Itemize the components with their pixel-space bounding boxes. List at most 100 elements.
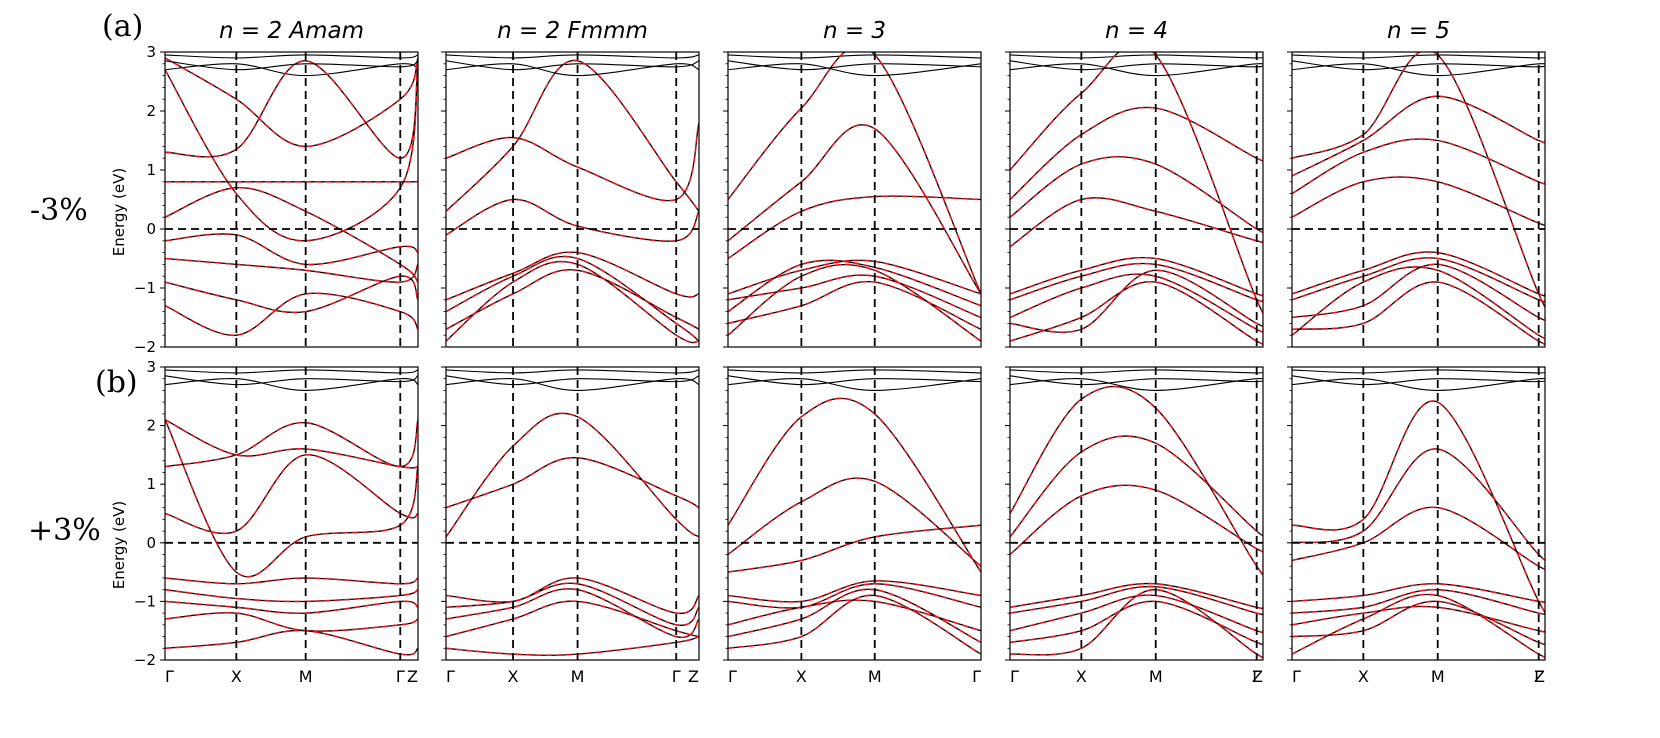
kpoint-label: Z <box>688 667 699 686</box>
y-tick-label: −2 <box>134 338 156 356</box>
ylabel-top: Energy (eV) <box>110 168 128 256</box>
wannier-band <box>1010 484 1263 556</box>
wannier-band <box>165 233 418 266</box>
wannier-band <box>728 263 981 342</box>
kpoint-label: Z <box>407 667 418 686</box>
dft-band <box>165 419 418 469</box>
wannier-band <box>1010 588 1263 659</box>
wannier-band <box>446 577 699 615</box>
wannier-band <box>1010 582 1263 610</box>
dft-band <box>165 454 418 534</box>
dft-band <box>446 60 699 212</box>
dft-band <box>728 599 981 632</box>
dft-band <box>446 635 699 656</box>
row-label-a: (a) <box>102 9 143 44</box>
y-tick-label: 0 <box>146 220 156 238</box>
wannier-band <box>1010 435 1263 538</box>
strain-label-minus: -3% <box>30 193 88 228</box>
wannier-band <box>165 418 418 469</box>
background-band <box>1010 375 1263 386</box>
panel-b-5: Γ X M ΓZ <box>1287 366 1546 686</box>
background-band <box>446 54 699 59</box>
panel-title: n = 2 Fmmm <box>497 18 648 44</box>
wannier-band <box>728 524 981 573</box>
background-band <box>165 369 418 374</box>
background-band <box>1292 63 1545 77</box>
wannier-band <box>1010 52 1263 316</box>
wannier-band <box>1010 281 1263 346</box>
panel-frame <box>445 51 700 348</box>
kpoint-label: Γ <box>1534 667 1543 686</box>
wannier-band <box>1292 582 1545 604</box>
panel-bands <box>728 367 981 660</box>
kpoint-label: Γ <box>396 667 405 686</box>
kpoint-label: X <box>231 667 242 686</box>
dft-band <box>1292 583 1545 604</box>
wannier-band <box>446 588 699 639</box>
y-tick-label: 3 <box>146 43 156 61</box>
wannier-band <box>165 600 418 615</box>
y-tick-label: 1 <box>146 475 156 493</box>
wannier-band <box>1292 52 1545 309</box>
panel-a-2: n = 2 Fmmm <box>441 18 700 348</box>
background-band <box>165 63 418 77</box>
kpoint-label: X <box>508 667 519 686</box>
panel-frame <box>727 51 982 348</box>
wannier-band <box>165 57 418 148</box>
dft-band <box>165 589 418 603</box>
wannier-band <box>728 477 981 567</box>
wannier-band <box>446 198 699 242</box>
kpoint-label: Γ <box>1252 667 1261 686</box>
wannier-band <box>446 268 699 331</box>
dft-band <box>1010 281 1263 346</box>
wannier-band <box>728 274 981 319</box>
wannier-band <box>446 122 699 202</box>
wannier-band <box>1292 176 1545 227</box>
dft-band <box>1010 385 1263 576</box>
dft-band <box>165 233 418 266</box>
panel-title: n = 5 <box>1387 18 1450 44</box>
background-band <box>1292 369 1545 374</box>
y-tick-label: 3 <box>146 358 156 376</box>
plot-grid: −2 −1 0 1 2 3 n = 2 Amam n = 2 Fmmm n = 3 n = 4 n … <box>134 18 1546 686</box>
dft-band <box>1292 448 1545 562</box>
wannier-band <box>165 419 418 578</box>
y-tick-label: 2 <box>146 102 156 120</box>
kpoint-label: M <box>1149 667 1163 686</box>
dft-band <box>1292 506 1545 571</box>
background-band <box>165 54 418 59</box>
background-band <box>1292 54 1545 59</box>
wannier-band <box>1010 385 1263 577</box>
panel-a-4: n = 4 <box>1005 18 1264 348</box>
wannier-band <box>446 412 699 538</box>
y-tick-label: −2 <box>134 651 156 669</box>
panel-bands <box>1292 367 1545 660</box>
background-band <box>728 63 981 77</box>
panel-bands <box>1010 52 1263 347</box>
panel-bands <box>446 367 699 660</box>
strain-label-plus: +3% <box>28 513 101 548</box>
background-band <box>1010 378 1263 391</box>
y-tick-label: 1 <box>146 161 156 179</box>
wannier-band <box>728 259 981 313</box>
dft-band <box>1010 585 1263 616</box>
kpoint-label: Γ <box>1292 667 1301 686</box>
wannier-band <box>1292 281 1545 346</box>
wannier-band <box>1292 257 1545 303</box>
dft-band <box>1292 52 1545 309</box>
kpoint-label: Z <box>1252 667 1263 686</box>
wannier-band <box>1292 506 1545 571</box>
background-band <box>728 369 981 374</box>
background-band <box>165 378 418 391</box>
panel-bands <box>1010 367 1263 660</box>
dft-band <box>446 412 699 538</box>
wannier-band <box>165 454 418 535</box>
y-tick-label: −1 <box>134 279 156 297</box>
panel-title: n = 2 Amam <box>219 18 364 44</box>
kpoint-label: Γ <box>728 667 737 686</box>
dft-band <box>728 397 981 573</box>
panel-b-4: Γ X M ΓZ <box>1005 366 1264 686</box>
dft-band <box>1292 263 1545 322</box>
wannier-band <box>728 280 981 331</box>
panel-bands <box>728 52 981 347</box>
